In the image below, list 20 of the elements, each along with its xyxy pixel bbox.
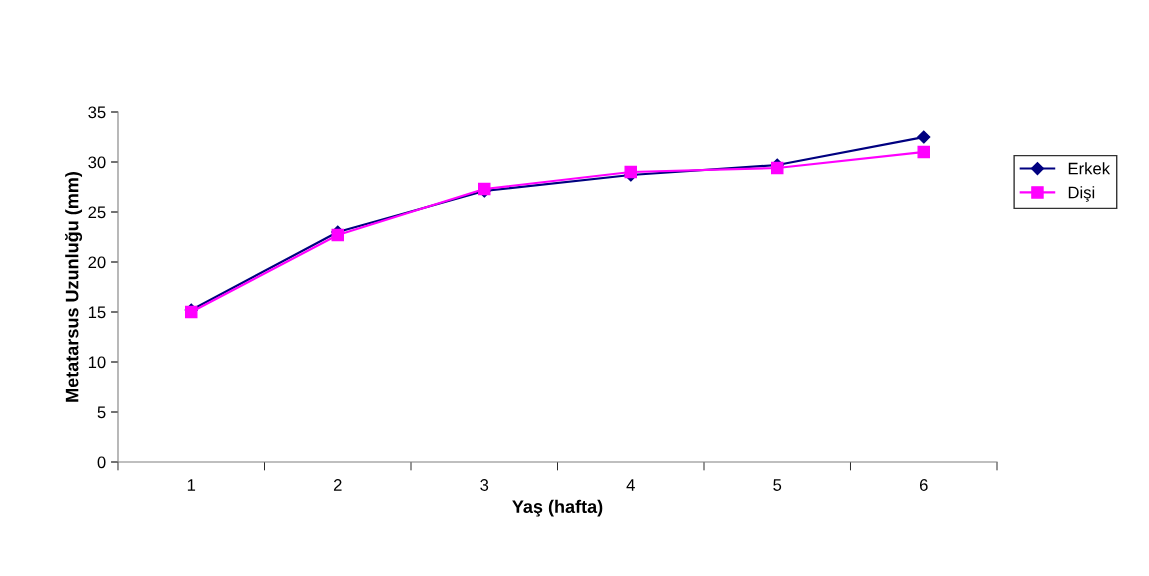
y-tick-label: 30 bbox=[88, 156, 106, 169]
y-tick-label: 10 bbox=[88, 356, 106, 369]
y-axis-title: Metatarsus Uzunluğu (mm) bbox=[65, 172, 83, 402]
x-tick-label: 3 bbox=[480, 479, 489, 491]
x-tick-label: 6 bbox=[919, 479, 928, 491]
y-tick-label: 0 bbox=[97, 456, 106, 469]
x-axis-title: Yaş (hafta) bbox=[512, 499, 603, 517]
y-tick-label: 20 bbox=[88, 256, 106, 269]
y-tick-label: 35 bbox=[88, 106, 106, 119]
y-tick-label: 15 bbox=[88, 306, 106, 319]
point bbox=[917, 145, 931, 159]
x-tick-label: 4 bbox=[626, 479, 635, 491]
x-tick-label: 2 bbox=[333, 479, 342, 491]
y-tick-label: 25 bbox=[88, 206, 106, 219]
legend-label: Dişi bbox=[1068, 186, 1095, 202]
x-tick-label: 5 bbox=[773, 479, 782, 491]
x-tick-label: 1 bbox=[187, 479, 196, 491]
y-tick-label: 5 bbox=[97, 406, 106, 419]
legend-label: Erkek bbox=[1068, 162, 1111, 175]
point bbox=[917, 130, 931, 144]
